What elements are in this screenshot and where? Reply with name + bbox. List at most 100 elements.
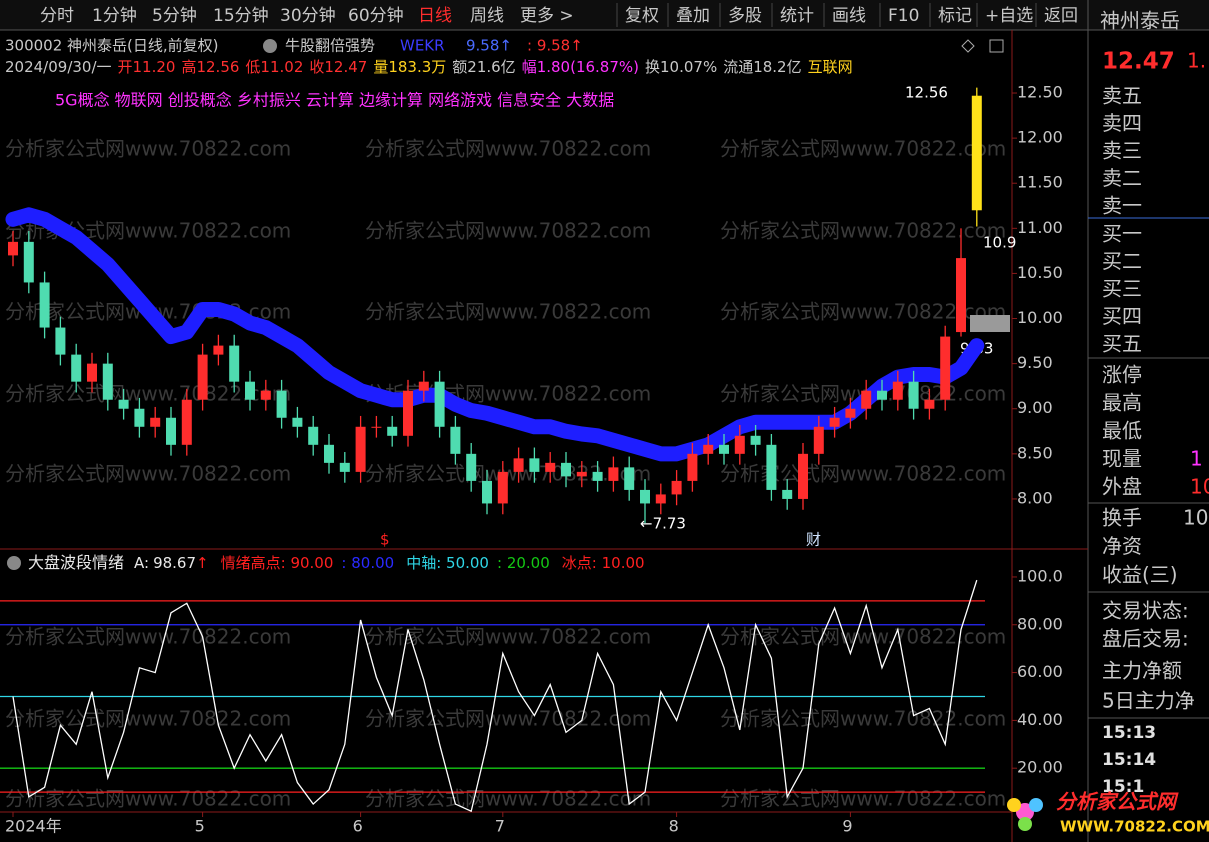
menu-icon[interactable]	[263, 39, 277, 53]
watermark: 分析家公式网www.70822.com	[720, 787, 1006, 811]
annotation: 12.56	[905, 84, 948, 102]
candle-body	[324, 444, 334, 463]
candle-body	[813, 426, 824, 454]
period-tab[interactable]: 5分钟	[152, 6, 197, 26]
candle-body	[908, 381, 919, 409]
candle-body	[371, 426, 382, 428]
logo-icon	[1029, 798, 1043, 812]
period-tab[interactable]: 日线	[418, 6, 452, 26]
toolbar-button[interactable]: 叠加	[676, 6, 710, 26]
y-tick-label: 9.00	[1017, 398, 1053, 417]
candle-body	[877, 390, 887, 400]
candle-body	[166, 417, 176, 445]
indicator-value: 9.58↑	[466, 37, 512, 55]
panel-label: 15:13	[1102, 723, 1156, 743]
candle-body	[260, 390, 271, 400]
y-tick-label: 11.00	[1017, 218, 1063, 237]
period-tab[interactable]: 15分钟	[213, 6, 269, 26]
separator: :	[436, 554, 446, 572]
quote-item: 低11.02	[245, 58, 303, 76]
period-tab[interactable]: 更多 >	[520, 6, 574, 26]
x-tick-label: 7	[495, 817, 505, 836]
period-tab[interactable]: 1分钟	[92, 6, 137, 26]
candle-body	[798, 453, 808, 499]
watermark: 分析家公式网www.70822.com	[365, 707, 651, 731]
reference-value: 90.00	[290, 554, 333, 572]
candle-body	[892, 381, 903, 400]
candle-body	[513, 458, 524, 472]
watermark: 分析家公式网www.70822.com	[5, 462, 291, 486]
watermark: 分析家公式网www.70822.com	[720, 137, 1006, 161]
period-tab[interactable]: 周线	[470, 6, 504, 26]
panel-label: 卖四	[1102, 111, 1142, 135]
candle-body	[497, 471, 508, 504]
annotation: $	[380, 531, 390, 549]
change: 1.	[1187, 49, 1206, 73]
icon[interactable]	[961, 39, 975, 53]
reference-name: 冰点	[562, 554, 592, 572]
indicator-name: 牛股翻倍强势	[285, 37, 375, 55]
candle-body	[703, 444, 714, 454]
menu-icon[interactable]	[7, 556, 21, 570]
candle-body	[213, 345, 224, 355]
side-panel: 神州泰岳 12.47 1. 卖五卖四卖三卖二卖一买一买二买三买四买五涨停最高最低…	[1088, 9, 1209, 797]
toolbar-button[interactable]: 多股	[728, 6, 762, 26]
panel-label: 盘后交易:	[1102, 627, 1189, 651]
candle-body	[971, 95, 982, 211]
watermark: 分析家公式网www.70822.com	[5, 382, 291, 406]
panel-label: 换手	[1102, 506, 1142, 530]
quote-item: 收12.47	[309, 58, 367, 76]
toolbar-button[interactable]: 返回	[1044, 6, 1078, 26]
toolbar-button[interactable]: F10	[888, 6, 919, 26]
toolbar-button[interactable]: 画线	[832, 6, 866, 26]
candle-body	[608, 467, 619, 481]
watermark: 分析家公式网www.70822.com	[365, 787, 651, 811]
reference-value: 80.00	[351, 554, 394, 572]
candle-body	[671, 480, 682, 495]
watermark: 分析家公式网www.70822.com	[365, 625, 651, 649]
period-tab[interactable]: 分时	[40, 6, 74, 26]
panel-label: 买二	[1102, 249, 1142, 273]
logo-name: 分析家公式网	[1056, 790, 1179, 814]
reference-value: 20.00	[507, 554, 550, 572]
candle-body	[687, 453, 698, 481]
reference-name: 情绪高点	[221, 554, 281, 572]
separator: :	[341, 554, 351, 572]
panel-label: 最低	[1102, 419, 1142, 443]
reference-name: 中轴	[406, 554, 436, 572]
icon[interactable]	[989, 39, 1004, 53]
candle-body	[308, 426, 319, 445]
toolbar-button[interactable]: 标记	[938, 6, 972, 26]
candle-body	[766, 444, 777, 490]
annotation: 10.9	[983, 234, 1016, 252]
period-tab[interactable]: 60分钟	[348, 6, 404, 26]
indicator-value: : 9.58↑	[527, 37, 583, 55]
x-tick-label: 2024年	[5, 817, 62, 836]
x-tick-label: 6	[353, 817, 363, 836]
candle-body	[197, 354, 208, 400]
candle-body	[355, 426, 366, 472]
trend-mark: ↑	[196, 554, 209, 572]
candle-body	[229, 345, 240, 382]
panel-label: 主力净额	[1102, 659, 1182, 683]
candle-body	[529, 458, 540, 472]
candle-body	[403, 390, 413, 436]
logo-icon	[1007, 798, 1021, 812]
candle-body	[750, 435, 761, 445]
toolbar-button[interactable]: +自选	[985, 6, 1033, 26]
panel-label: 涨停	[1102, 363, 1142, 387]
candle-body	[624, 467, 635, 490]
watermark: 分析家公式网www.70822.com	[720, 219, 1006, 243]
candle-body	[576, 471, 587, 477]
panel-label: 10	[1190, 475, 1209, 499]
moving-average-band	[5, 207, 985, 462]
period-tab[interactable]: 30分钟	[280, 6, 336, 26]
candle-body	[734, 435, 745, 454]
toolbar-button[interactable]: 复权	[625, 6, 659, 26]
y-tick-label: 80.00	[1017, 614, 1063, 633]
panel-label: 15:14	[1102, 750, 1156, 770]
toolbar-button[interactable]: 统计	[780, 6, 814, 26]
y-tick-label: 9.50	[1017, 353, 1053, 372]
